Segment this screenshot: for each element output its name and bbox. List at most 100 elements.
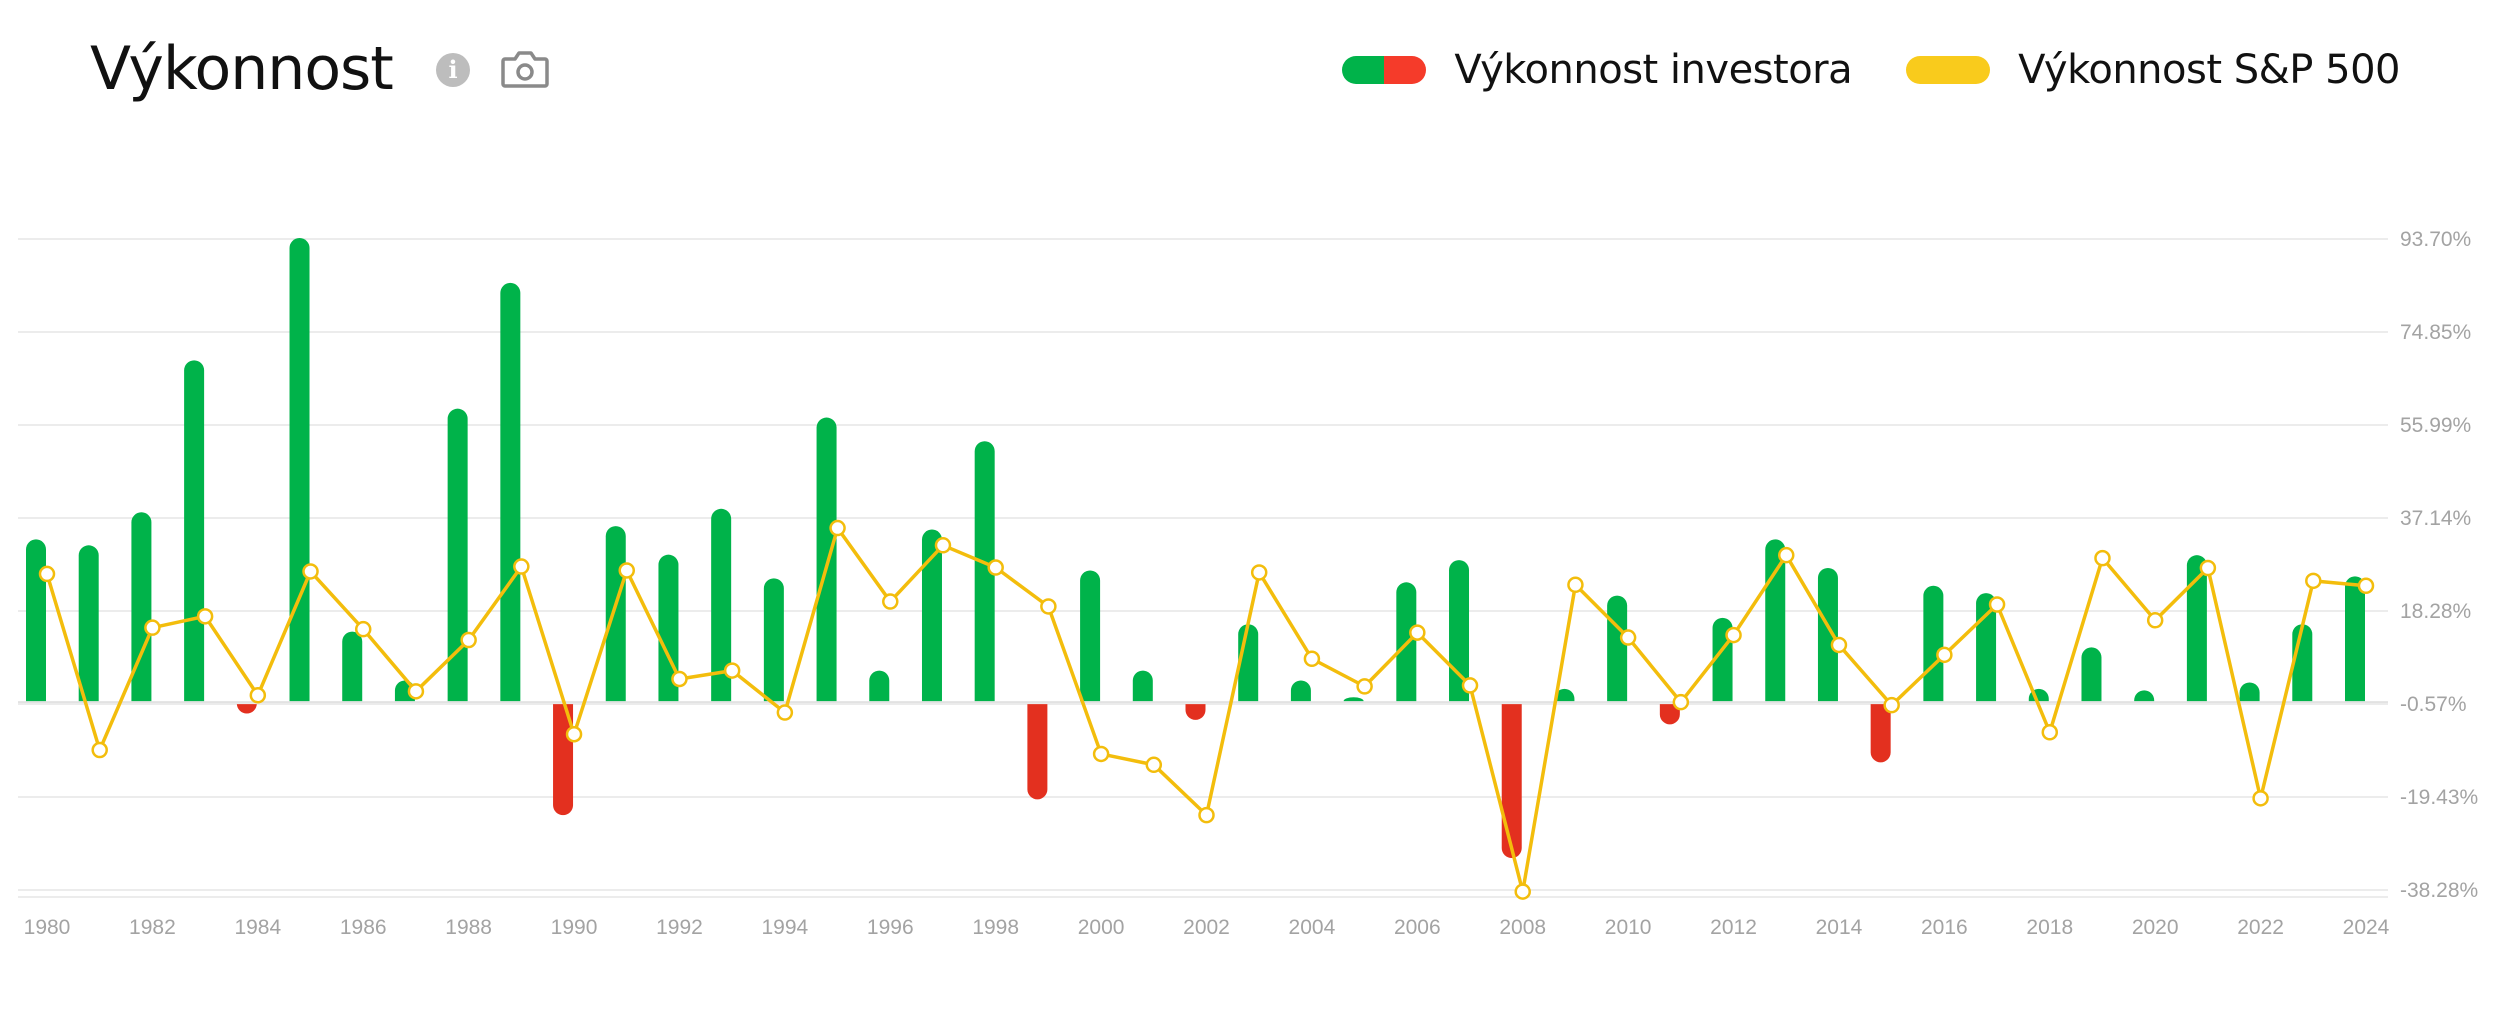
grid-lines [18,238,2388,898]
x-tick-label: 1998 [972,916,1019,939]
sp500-point-2016[interactable] [1936,646,1953,664]
bar-1981[interactable] [78,545,99,702]
sp500-point-2011[interactable] [1672,693,1690,711]
bar-1998[interactable] [974,441,995,702]
bar-1993[interactable] [711,508,732,702]
sp500-point-1993[interactable] [723,662,741,679]
x-tick-label: 1986 [340,916,387,939]
sp500-point-1987[interactable] [407,683,425,700]
x-tick-label: 2006 [1394,916,1441,939]
x-tick-label: 2018 [2026,916,2073,939]
sp500-point-2003[interactable] [1250,564,1268,581]
bar-2024[interactable] [2345,576,2365,702]
sp500-point-2018[interactable] [2041,724,2059,741]
bar-2023[interactable] [2292,624,2313,702]
sp500-point-2000[interactable] [1092,745,1110,763]
legend-item-sp500[interactable]: Výkonnost S&P 500 [1906,47,2400,93]
sp500-point-1985[interactable] [302,563,319,580]
x-tick-label: 1980 [24,916,71,939]
bar-2021[interactable] [2186,555,2207,702]
bar-2016[interactable] [1923,585,1944,702]
bar-2010[interactable] [1607,595,1628,702]
sp500-point-2015[interactable] [1883,696,1900,714]
sp500-point-1981[interactable] [91,741,108,759]
bar-2005[interactable] [1343,697,1364,702]
sp500-point-2013[interactable] [1778,546,1795,564]
bar-1994[interactable] [763,578,784,702]
sp500-point-1999[interactable] [1040,598,1057,615]
sp500-point-1983[interactable] [196,608,214,625]
x-tick-label: 1992 [656,916,703,939]
sp500-point-2014[interactable] [1830,636,1848,654]
sp500-point-2005[interactable] [1356,678,1373,695]
bar-2002[interactable] [1185,704,1206,720]
bar-1982[interactable] [131,512,152,702]
x-tick-label: 2012 [1710,916,1757,939]
sp500-point-1988[interactable] [460,631,477,649]
bar-1986[interactable] [342,631,363,702]
sp500-point-1989[interactable] [513,558,530,575]
sp500-point-2019[interactable] [2094,549,2111,567]
sp500-point-1994[interactable] [776,704,794,721]
bar-2022[interactable] [2239,682,2260,702]
bar-2004[interactable] [1290,680,1311,702]
bar-2015[interactable] [1870,704,1891,763]
sp500-point-2023[interactable] [2305,572,2322,590]
bar-1995[interactable] [816,417,837,702]
sp500-point-1995[interactable] [829,519,846,537]
y-axis: 93.70% 74.85% 55.99% 37.14% 18.28% -0.57% -19.… [2400,228,2478,902]
legend-item-investor[interactable]: Výkonnost investora [1342,47,1853,93]
bar-1996[interactable] [869,670,890,702]
bar-2008[interactable] [1501,704,1522,859]
bar-1985[interactable] [289,238,310,702]
bar-2009[interactable] [1554,688,1575,702]
bar-1983[interactable] [184,360,205,702]
y-tick-label: 18.28% [2400,600,2471,623]
sp500-point-1980[interactable] [38,565,56,583]
bar-2019[interactable] [2081,647,2102,702]
sp500-point-2009[interactable] [1567,576,1584,594]
x-tick-label: 1990 [551,916,598,939]
sp500-point-2007[interactable] [1461,677,1479,694]
bar-2001[interactable] [1132,670,1153,702]
sp500-point-1984[interactable] [249,687,267,704]
bar-2014[interactable] [1817,568,1838,702]
sp500-point-2006[interactable] [1409,624,1426,641]
sp500-point-2024[interactable] [2357,577,2375,595]
sp500-point-2008[interactable] [1514,883,1531,900]
sp500-point-1982[interactable] [144,619,161,636]
bar-1984[interactable] [236,703,257,714]
sp500-point-2012[interactable] [1725,626,1742,644]
bar-1980[interactable] [26,539,46,702]
bar-1999[interactable] [1027,704,1048,800]
x-axis: 1980 1982 1984 1986 1988 1990 1992 1994 1996 1998… [24,916,2390,939]
sp500-point-1990[interactable] [565,725,583,743]
sp500-point-2002[interactable] [1198,806,1215,824]
sp500-point-1992[interactable] [671,670,688,688]
y-tick-label: -19.43% [2400,786,2478,809]
sp500-point-2022[interactable] [2252,790,2269,807]
sp500-point-1997[interactable] [934,537,952,554]
sp500-point-1998[interactable] [987,559,1004,576]
sp500-point-1986[interactable] [354,620,372,638]
bar-2007[interactable] [1449,560,1470,702]
sp500-point-2010[interactable] [1619,629,1637,646]
sp500-point-2020[interactable] [2146,612,2164,629]
camera-icon[interactable] [500,48,550,90]
sp500-point-2021[interactable] [2199,559,2217,577]
info-icon[interactable]: i [436,53,470,87]
sp500-point-2017[interactable] [1988,596,2006,613]
bar-2020[interactable] [2134,690,2155,702]
bar-2000[interactable] [1080,570,1101,702]
sp500-point-2004[interactable] [1303,650,1321,668]
bar-1997[interactable] [921,529,942,702]
page-title: Výkonnost [90,34,394,104]
sp500-point-1996[interactable] [882,593,899,610]
bar-2011[interactable] [1659,704,1680,725]
bar-1988[interactable] [447,408,468,702]
bar-1989[interactable] [500,282,521,702]
sp500-point-2001[interactable] [1145,756,1163,774]
x-tick-label: 2002 [1183,916,1230,939]
sp500-point-1991[interactable] [618,562,635,579]
bar-1991[interactable] [605,526,626,702]
